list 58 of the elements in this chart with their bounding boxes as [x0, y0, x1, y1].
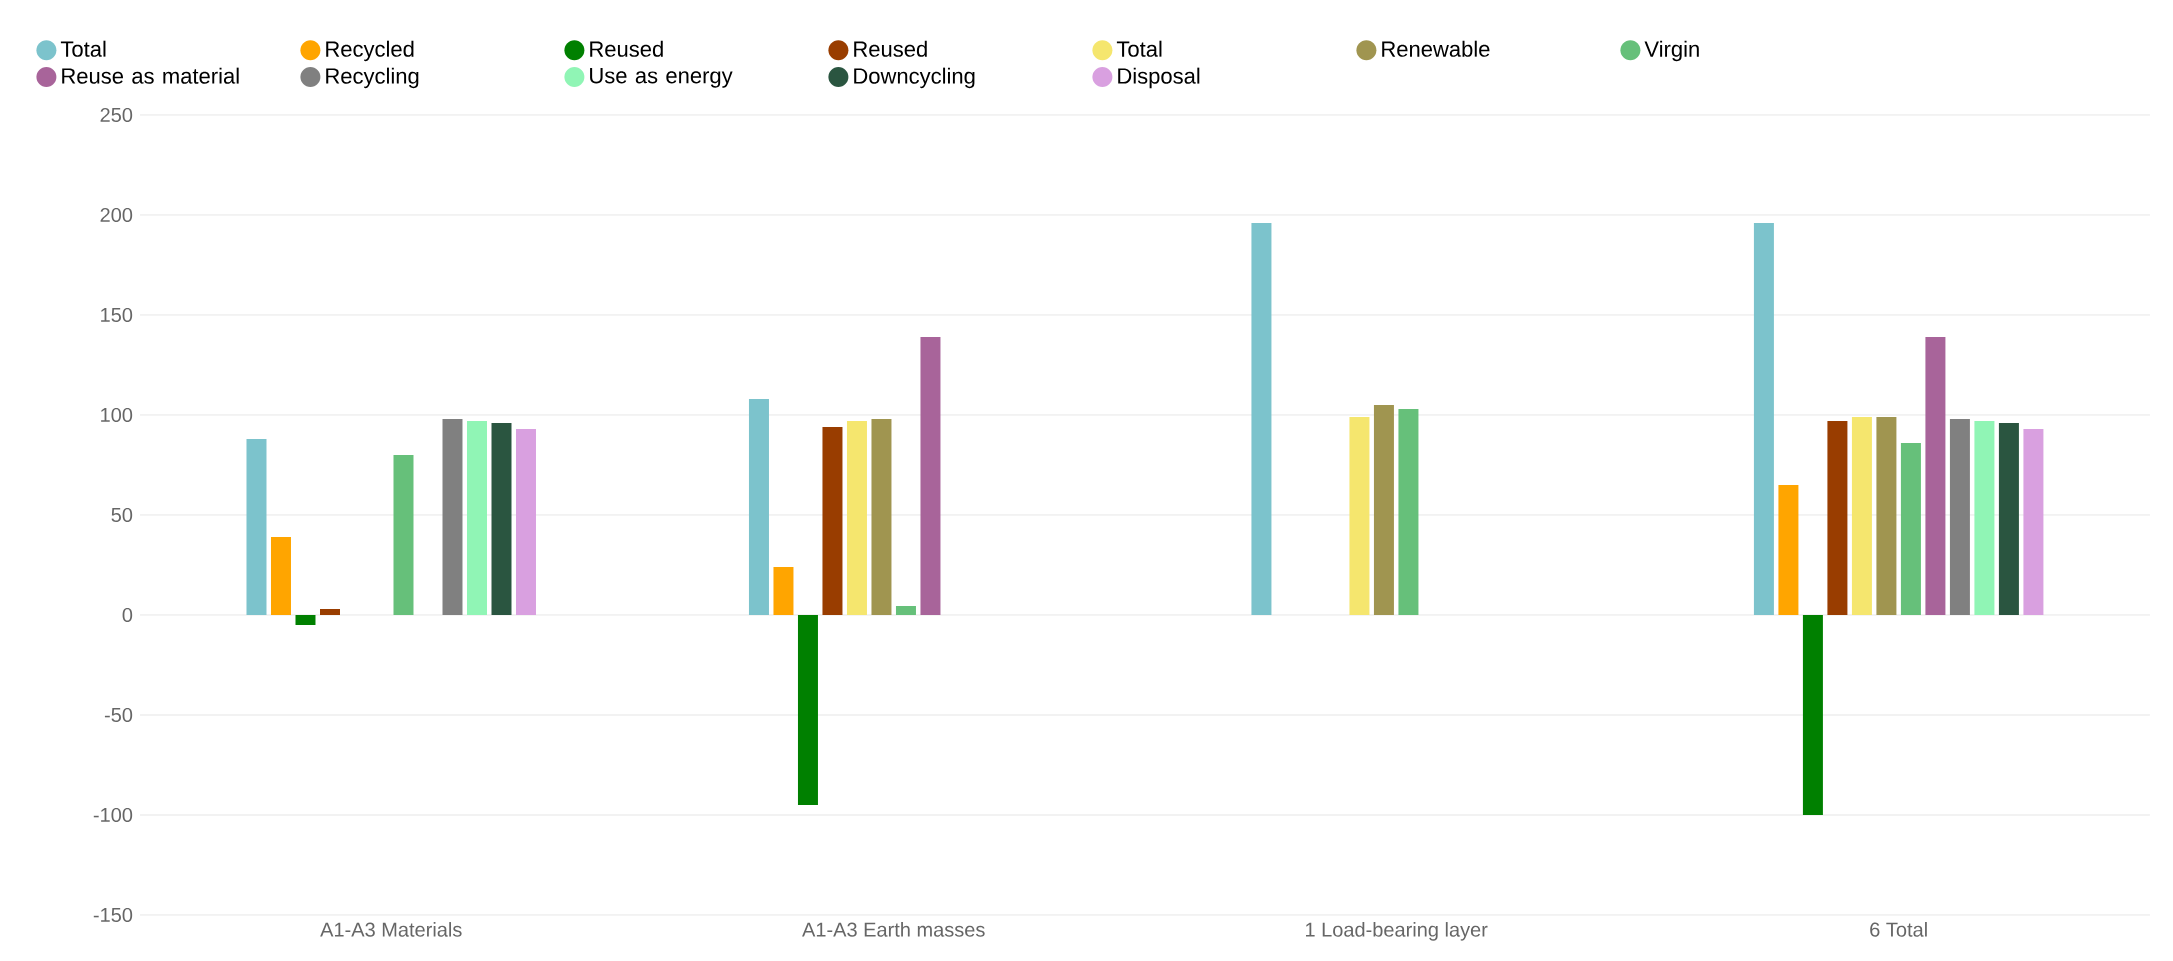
y-tick-label: 100: [101, 407, 133, 423]
legend-label: Virgin: [1644, 40, 1699, 62]
legend-label: Total: [60, 40, 106, 57]
bar: [773, 566, 794, 615]
bar: [895, 605, 916, 615]
bar: [270, 536, 291, 615]
bar: [1349, 416, 1370, 615]
bar: [393, 454, 414, 615]
y-tick-label: -100: [93, 807, 133, 823]
y-tick-label: 250: [100, 107, 133, 123]
bar: [1827, 420, 1848, 615]
legend-label: Use as energy: [590, 68, 733, 88]
bar: [871, 418, 892, 615]
bar: [515, 428, 536, 615]
x-tick-label: A1-A3 Materials: [320, 922, 462, 937]
bar: [797, 614, 818, 805]
bar: [466, 420, 487, 615]
legend-label: Total: [1116, 40, 1162, 57]
bar: [822, 426, 843, 615]
bar: [442, 418, 463, 615]
bar: [1802, 614, 1823, 815]
y-tick-label: -50: [104, 707, 133, 723]
y-tick-label: 50: [111, 507, 133, 523]
legend-label: Recycling: [326, 67, 419, 89]
y-tick-label: 200: [100, 207, 133, 223]
legend-label: Renewable: [1382, 40, 1490, 57]
y-tick-label: 150: [101, 307, 133, 323]
bar: [1998, 422, 2019, 615]
y-tick-label: 0: [122, 607, 133, 623]
x-tick-label: A1-A3 Earth masses: [802, 922, 985, 937]
bar: [246, 438, 267, 615]
legend-label: Recycled: [326, 40, 414, 62]
bar: [1373, 404, 1394, 615]
bar: [1753, 222, 1774, 615]
bar: [1974, 420, 1995, 615]
bar: [920, 336, 941, 615]
bar: [491, 422, 512, 615]
legend-label: Reuse as material: [62, 67, 239, 84]
x-tick-label: 6 Total: [1870, 922, 1927, 937]
bar: [1851, 416, 1872, 615]
legend-label: Reused: [590, 40, 663, 57]
bar: [295, 614, 316, 625]
bar: [1925, 336, 1946, 615]
bar: [846, 420, 867, 615]
bar: [1251, 222, 1272, 615]
legend-label: Reused: [854, 40, 927, 57]
x-tick-label: 1 Load-bearing layer: [1306, 922, 1488, 941]
bar: [319, 608, 340, 615]
bar: [1398, 408, 1419, 615]
bar: [1778, 484, 1799, 615]
bar: [748, 398, 769, 615]
bar: [2023, 428, 2044, 615]
y-tick-label: -150: [93, 907, 133, 923]
bar: [1876, 416, 1897, 615]
legend-label: Downcycling: [854, 67, 975, 89]
legend-label: Disposal: [1118, 67, 1200, 89]
bar: [1900, 442, 1921, 615]
bar: [1949, 418, 1970, 615]
